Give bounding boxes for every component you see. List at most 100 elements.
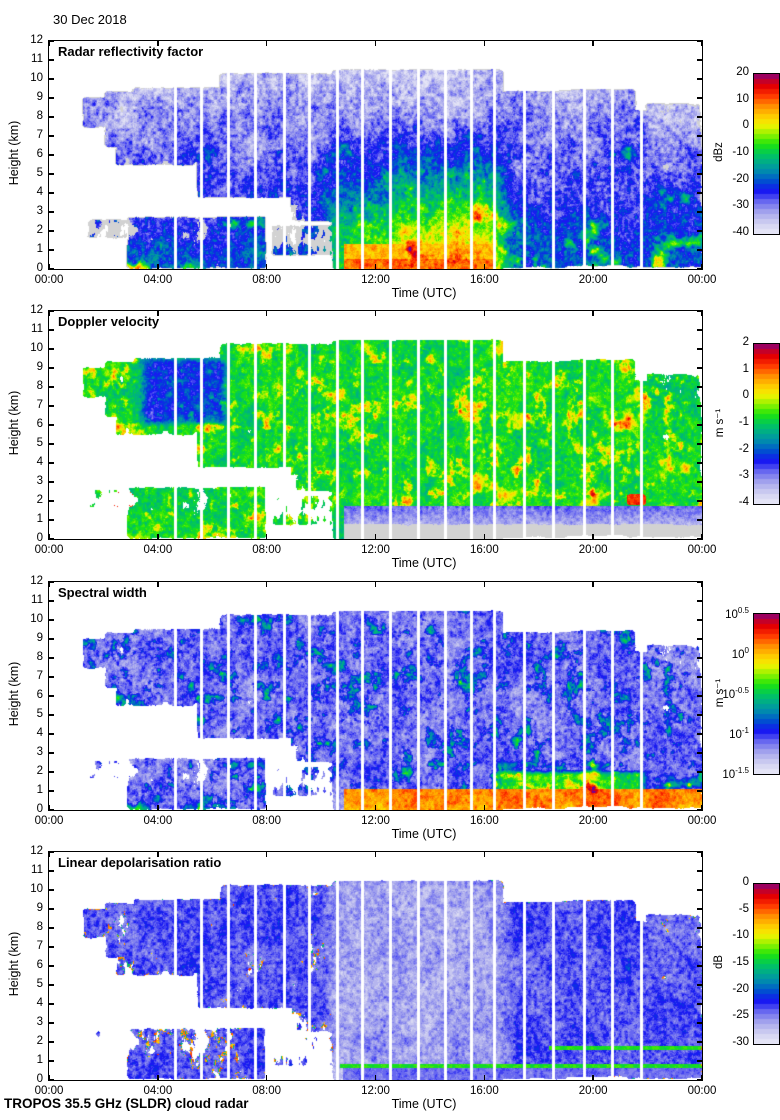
y-tick-mark	[697, 443, 702, 445]
y-tick-mark	[49, 771, 54, 773]
x-tick-label: 00:00	[687, 274, 717, 286]
y-tick-mark	[697, 1060, 702, 1062]
y-tick-mark	[697, 1003, 702, 1005]
colorbar-tick-label: 10-0.5	[722, 686, 749, 701]
x-tick-mark	[592, 264, 594, 269]
y-tick-mark	[49, 752, 54, 754]
x-tick-mark	[374, 311, 377, 316]
panel-spectral-width: Height (km) Spectral width Time (UTC) 00…	[0, 575, 780, 881]
x-tick-label: 08:00	[252, 1085, 282, 1097]
colorbar-tick-label: -10	[732, 929, 749, 942]
x-tick-label: 12:00	[361, 274, 390, 286]
y-tick-label: 3	[36, 1016, 43, 1028]
x-tick-label: 00:00	[687, 815, 717, 827]
colorbar-tick-label: -15	[732, 956, 749, 968]
colorbar-tick-label: 2	[742, 336, 749, 348]
y-tick-mark	[697, 367, 702, 369]
y-tick-label: 3	[36, 475, 43, 487]
x-tick-mark	[483, 311, 486, 316]
x-tick-label: 04:00	[143, 1085, 173, 1097]
y-tick-label: 0	[36, 532, 43, 544]
x-axis-label: Time (UTC)	[391, 286, 457, 300]
y-tick-label: 8	[36, 110, 43, 122]
y-tick-label: 1	[36, 784, 43, 796]
y-tick-mark	[49, 965, 54, 967]
y-tick-label: 10	[30, 72, 43, 84]
y-tick-mark	[49, 619, 54, 621]
y-tick-label: 7	[36, 129, 43, 141]
y-tick-label: 5	[36, 167, 43, 179]
y-tick-mark	[697, 424, 702, 426]
y-tick-mark	[49, 1022, 54, 1024]
x-tick-mark	[701, 852, 703, 857]
colorbar-tick-label: 100	[731, 646, 749, 661]
y-tick-mark	[49, 889, 54, 891]
x-tick-label: 12:00	[361, 815, 390, 827]
y-tick-mark	[697, 519, 702, 521]
y-tick-mark	[697, 310, 702, 312]
y-tick-mark	[697, 462, 702, 464]
date-label: 30 Dec 2018	[53, 12, 127, 27]
y-tick-mark	[697, 733, 702, 735]
x-tick-mark	[157, 264, 159, 269]
y-tick-mark	[49, 268, 54, 270]
y-tick-mark	[697, 809, 702, 811]
x-tick-mark	[483, 41, 486, 46]
y-tick-label: 9	[36, 902, 43, 914]
x-tick-mark	[701, 41, 703, 46]
x-tick-mark	[157, 534, 159, 539]
colorbar-tick-label: 1	[742, 362, 749, 375]
x-tick-label: 00:00	[34, 274, 64, 286]
panel-doppler-velocity: Height (km) Doppler velocity Time (UTC) …	[0, 304, 780, 610]
x-tick-mark	[592, 1075, 594, 1080]
y-tick-mark	[697, 173, 702, 175]
x-tick-mark	[48, 534, 50, 539]
y-tick-mark	[49, 790, 54, 792]
colorbar-tick-label: 10-1.5	[722, 766, 749, 781]
colorbar-tick-label: 20	[736, 66, 749, 78]
y-tick-label: 2	[36, 494, 43, 506]
x-tick-label: 20:00	[578, 274, 608, 286]
colorbar-tick-label: -10	[732, 146, 749, 158]
y-tick-mark	[49, 135, 54, 137]
y-tick-label: 12	[30, 575, 43, 587]
x-tick-mark	[265, 41, 268, 46]
y-tick-mark	[697, 946, 702, 948]
x-tick-mark	[374, 264, 377, 269]
y-tick-mark	[697, 889, 702, 891]
y-tick-mark	[49, 173, 54, 175]
x-tick-label: 12:00	[361, 544, 390, 556]
colorbar-tick-label: -30	[732, 199, 749, 212]
x-tick-mark	[483, 1075, 486, 1080]
x-tick-label: 08:00	[252, 815, 282, 827]
y-tick-mark	[49, 405, 54, 407]
y-tick-mark	[697, 908, 702, 910]
x-tick-label: 00:00	[687, 544, 717, 556]
colorbar-canvas	[754, 884, 779, 1044]
y-tick-mark	[49, 230, 54, 232]
x-tick-label: 04:00	[143, 815, 173, 827]
y-tick-mark	[49, 462, 54, 464]
y-tick-mark	[697, 752, 702, 754]
y-tick-label: 11	[31, 864, 43, 876]
x-axis-label: Time (UTC)	[391, 556, 457, 570]
y-tick-mark	[697, 268, 702, 270]
y-tick-label: 0	[36, 262, 43, 274]
y-tick-mark	[697, 230, 702, 232]
y-tick-mark	[697, 676, 702, 678]
y-tick-mark	[697, 538, 702, 540]
y-tick-label: 3	[36, 205, 43, 217]
y-tick-mark	[697, 59, 702, 61]
colorbar-tick-label: -25	[732, 1009, 749, 1022]
colorbar-velocity	[753, 343, 780, 505]
colorbar-tick-label: 0	[742, 119, 749, 132]
y-tick-label: 0	[36, 803, 43, 815]
y-tick-label: 12	[30, 304, 43, 316]
x-tick-label: 20:00	[578, 544, 608, 556]
y-tick-mark	[697, 1079, 702, 1081]
x-tick-mark	[374, 852, 377, 857]
y-tick-mark	[697, 386, 702, 388]
y-tick-mark	[697, 851, 702, 853]
x-tick-label: 16:00	[469, 274, 499, 286]
y-tick-mark	[697, 965, 702, 967]
